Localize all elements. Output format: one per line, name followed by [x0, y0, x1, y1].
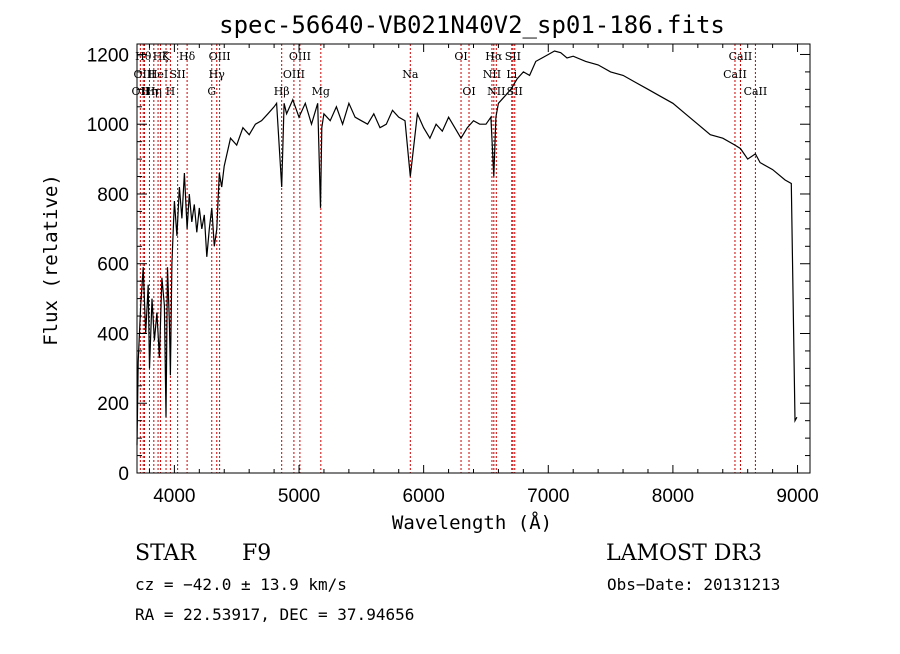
marker-label: NII	[483, 68, 501, 81]
marker-label: K	[162, 50, 171, 63]
marker-label: Hγ	[209, 68, 226, 81]
flux-series-line	[136, 50, 798, 446]
marker-label: Hα	[485, 50, 503, 63]
chart-title: spec-56640-VB021N40V2_sp01-186.fits	[219, 11, 725, 39]
survey-name: LAMOST DR3	[606, 541, 762, 566]
marker-label: OI	[462, 85, 475, 98]
marker-label: SII	[507, 85, 523, 98]
marker-label: Hβ	[274, 85, 290, 98]
y-tick-label: 400	[97, 324, 129, 345]
x-axis-ticks: 4000 5000 6000 7000 8000 9000	[148, 44, 819, 507]
marker-label: Mg	[312, 85, 330, 98]
marker-label: OIII	[283, 68, 305, 81]
marker-label: OII	[132, 85, 150, 98]
object-subclass: F9	[242, 541, 271, 566]
marker-label: NII	[487, 85, 505, 98]
x-tick-label: 8000	[652, 486, 694, 507]
redshift-cz: cz = −42.0 ± 13.9 km/s	[135, 575, 347, 594]
y-tick-label: 800	[97, 185, 129, 206]
marker-label: SII	[170, 68, 186, 81]
plot-frame	[136, 43, 811, 474]
y-tick-label: 0	[118, 464, 129, 485]
x-tick-label: 5000	[278, 486, 320, 507]
marker-label: Hη	[146, 85, 162, 98]
marker-label: HeI	[148, 68, 168, 81]
y-axis-label: Flux (relative)	[40, 174, 62, 346]
marker-label: SII	[505, 50, 521, 63]
spectral-line-markers	[139, 44, 756, 473]
marker-label: CaII	[729, 50, 753, 63]
marker-label: Hη	[141, 85, 157, 98]
object-class: STAR	[135, 541, 197, 566]
marker-label: H	[166, 85, 176, 98]
y-axis-ticks: 0 200 400 600 800 1000 1200	[87, 45, 810, 485]
marker-label: OI	[454, 50, 467, 63]
marker-label: Hζ	[153, 50, 169, 63]
marker-label: Hθ	[135, 50, 152, 63]
sky-coordinates: RA = 22.53917, DEC = 37.94656	[135, 605, 414, 624]
marker-label: OIII	[209, 50, 231, 63]
marker-label: OIII	[289, 50, 311, 63]
marker-label: G	[207, 85, 216, 98]
y-tick-label: 600	[97, 255, 129, 276]
marker-label: CaII	[723, 68, 747, 81]
marker-label: Na	[402, 68, 419, 81]
y-tick-label: 200	[97, 394, 129, 415]
marker-label: OIII	[133, 68, 155, 81]
observation-date: Obs−Date: 20131213	[607, 575, 780, 594]
x-tick-label: 9000	[776, 486, 818, 507]
x-axis-label: Wavelength (Å)	[392, 511, 552, 534]
marker-label: CaII	[744, 85, 768, 98]
marker-label: Hδ	[179, 50, 196, 63]
x-tick-label: 4000	[153, 486, 195, 507]
y-tick-label: 1000	[87, 115, 129, 136]
y-tick-label: 1200	[87, 45, 129, 66]
x-tick-label: 6000	[403, 486, 445, 507]
marker-label: Li	[506, 68, 517, 81]
x-tick-label: 7000	[527, 486, 569, 507]
